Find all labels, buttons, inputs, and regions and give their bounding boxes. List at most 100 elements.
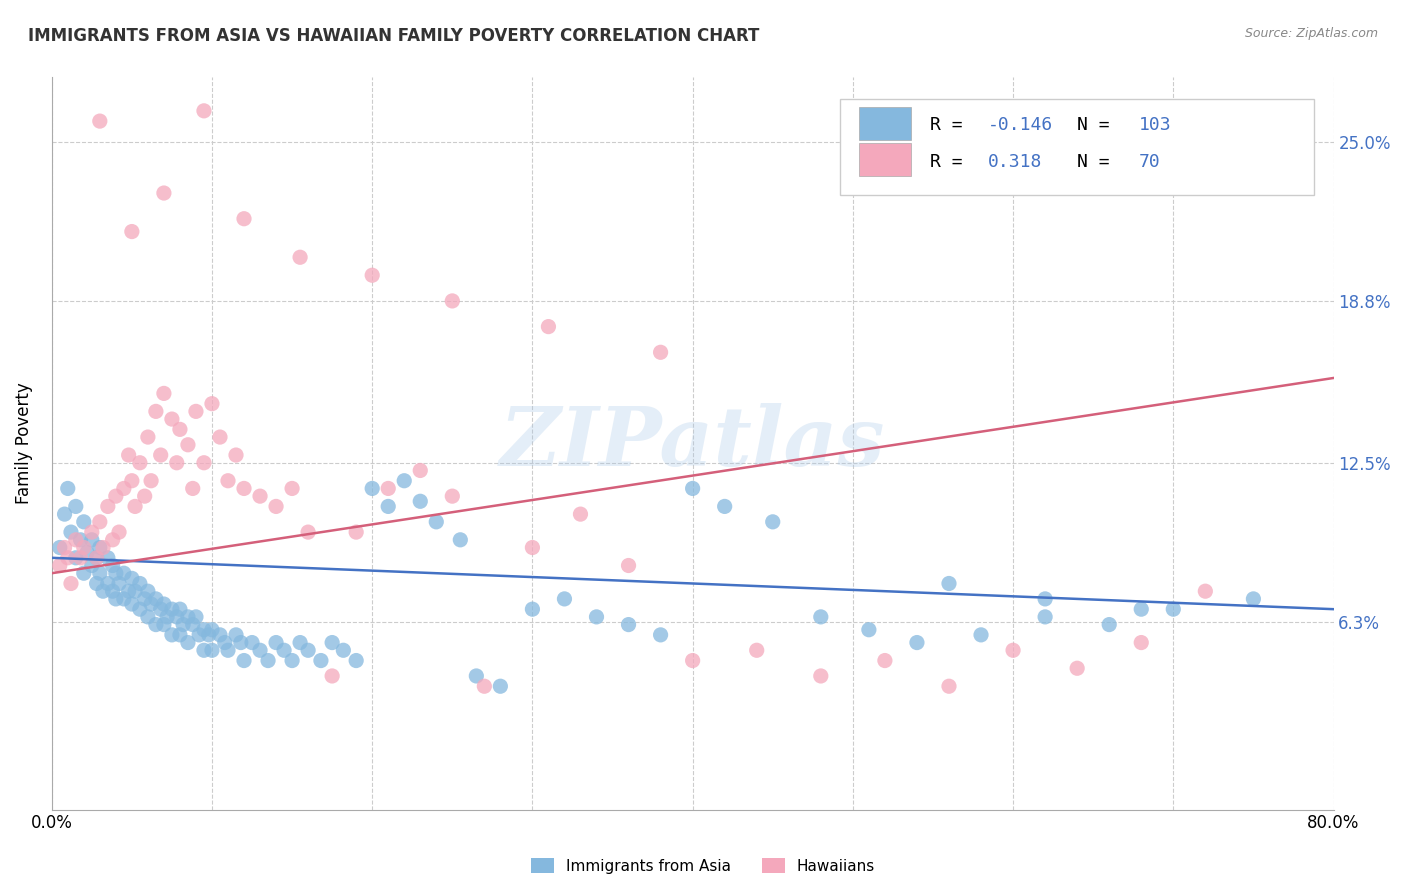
Point: [118, 584, 141, 599]
Point: [288, 250, 311, 264]
Point: [377, 482, 399, 496]
Point: [970, 628, 993, 642]
Point: [569, 507, 592, 521]
Text: IMMIGRANTS FROM ASIA VS HAWAIIAN FAMILY POVERTY CORRELATION CHART: IMMIGRANTS FROM ASIA VS HAWAIIAN FAMILY …: [28, 27, 759, 45]
Point: [713, 500, 735, 514]
Point: [53, 507, 76, 521]
Point: [361, 482, 384, 496]
Point: [112, 482, 135, 496]
Point: [225, 448, 247, 462]
Point: [810, 669, 832, 683]
Point: [472, 679, 495, 693]
Point: [762, 515, 785, 529]
Point: [425, 515, 447, 529]
Point: [91, 584, 114, 599]
Point: [86, 576, 108, 591]
Point: [166, 610, 188, 624]
Point: [169, 628, 191, 642]
Point: [197, 628, 219, 642]
Point: [297, 643, 319, 657]
Point: [139, 597, 162, 611]
Point: [53, 541, 76, 555]
Point: [273, 643, 295, 657]
Point: [288, 635, 311, 649]
Point: [233, 482, 256, 496]
Text: -0.146: -0.146: [987, 116, 1053, 134]
Point: [233, 211, 256, 226]
Point: [153, 617, 176, 632]
Point: [257, 654, 280, 668]
Point: [69, 550, 91, 565]
Point: [112, 566, 135, 581]
Point: [65, 500, 87, 514]
Point: [153, 386, 176, 401]
Point: [160, 412, 183, 426]
Point: [264, 635, 287, 649]
Point: [1130, 602, 1153, 616]
Point: [145, 591, 167, 606]
Point: [89, 566, 111, 581]
Point: [650, 628, 672, 642]
Point: [522, 602, 544, 616]
Point: [309, 654, 332, 668]
Point: [344, 525, 367, 540]
Text: R =: R =: [929, 153, 984, 170]
Point: [441, 293, 464, 308]
Point: [449, 533, 471, 547]
Point: [73, 515, 96, 529]
Text: N =: N =: [1077, 116, 1121, 134]
Point: [104, 566, 127, 581]
Point: [184, 404, 207, 418]
Point: [585, 610, 607, 624]
Point: [217, 474, 239, 488]
Point: [121, 225, 143, 239]
Point: [177, 610, 200, 624]
Point: [193, 623, 215, 637]
Point: [169, 422, 191, 436]
Point: [1066, 661, 1088, 675]
Point: [193, 643, 215, 657]
Point: [240, 635, 263, 649]
Point: [169, 602, 191, 616]
Point: [149, 602, 172, 616]
Point: [104, 591, 127, 606]
Point: [153, 186, 176, 200]
FancyBboxPatch shape: [859, 107, 911, 140]
Point: [344, 654, 367, 668]
Point: [1033, 610, 1056, 624]
Text: 103: 103: [1139, 116, 1171, 134]
Point: [181, 617, 204, 632]
Point: [65, 533, 87, 547]
Point: [409, 463, 432, 477]
Point: [80, 525, 103, 540]
Point: [156, 610, 179, 624]
Point: [208, 430, 231, 444]
Point: [938, 576, 960, 591]
Point: [553, 591, 575, 606]
Point: [134, 489, 156, 503]
Point: [104, 489, 127, 503]
Point: [201, 623, 224, 637]
Point: [1033, 591, 1056, 606]
Point: [682, 482, 704, 496]
Point: [1194, 584, 1216, 599]
Point: [97, 576, 120, 591]
Point: [136, 584, 159, 599]
Point: [134, 591, 156, 606]
Point: [229, 635, 252, 649]
Point: [160, 602, 183, 616]
Point: [184, 610, 207, 624]
Point: [181, 482, 204, 496]
Point: [121, 571, 143, 585]
Point: [139, 474, 162, 488]
Text: Source: ZipAtlas.com: Source: ZipAtlas.com: [1244, 27, 1378, 40]
Point: [1130, 635, 1153, 649]
Point: [394, 474, 416, 488]
Text: 0.318: 0.318: [987, 153, 1042, 170]
Point: [65, 550, 87, 565]
Point: [124, 500, 146, 514]
Point: [101, 558, 124, 573]
Point: [97, 500, 120, 514]
Point: [177, 438, 200, 452]
Point: [128, 602, 150, 616]
